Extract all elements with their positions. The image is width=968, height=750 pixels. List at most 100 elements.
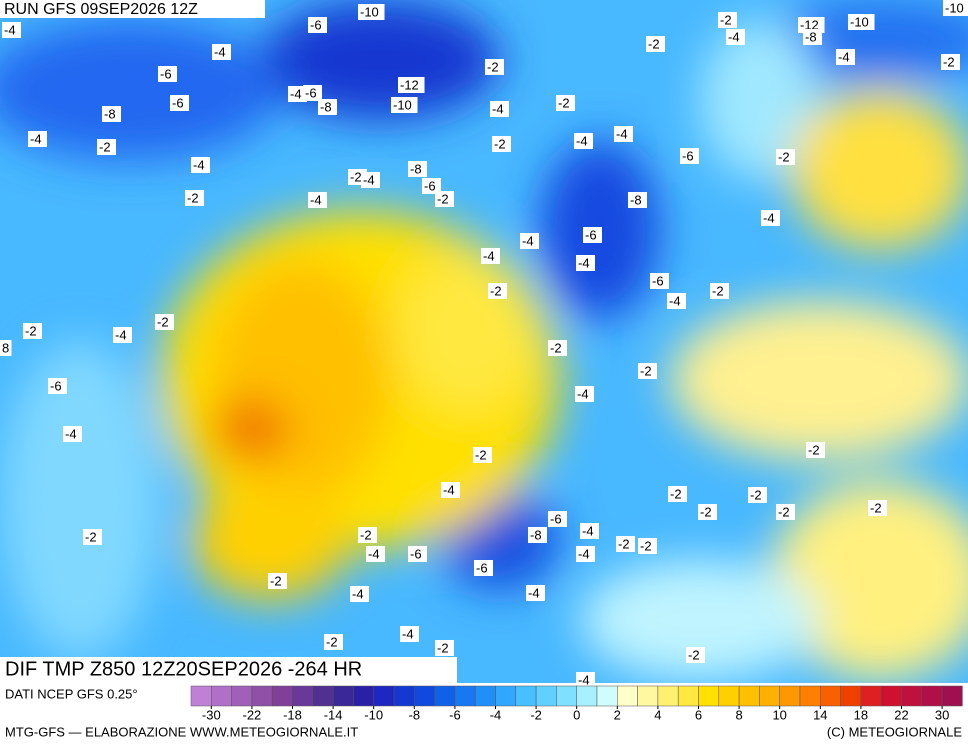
colorbar-tick-label: 4: [654, 707, 661, 722]
contour-label: -6: [550, 511, 562, 526]
contour-label: -6: [305, 85, 317, 100]
label-box: [408, 161, 427, 177]
contour-label: -6: [410, 546, 422, 561]
colorbar-tick-label: 30: [935, 707, 949, 722]
label-box: [435, 191, 454, 207]
contour-label: -2: [360, 527, 372, 542]
contour-label: -4: [193, 157, 205, 172]
label-box: [848, 14, 875, 30]
label-box: [528, 527, 547, 543]
label-box: [575, 386, 594, 402]
label-box: [776, 504, 795, 520]
label-box: [102, 106, 121, 122]
colorbar-tick-label: -18: [283, 707, 302, 722]
label-box: [680, 148, 699, 164]
contour-label: -2: [943, 54, 955, 69]
colorbar-box: [799, 685, 821, 707]
contour-label: -4: [728, 29, 740, 44]
contour-label: -2: [475, 447, 487, 462]
label-box: [0, 340, 12, 356]
label-box: [97, 139, 116, 155]
label-box: [490, 101, 509, 117]
contour-label: -2: [490, 283, 502, 298]
contour-label: -2: [270, 573, 282, 588]
contour-label: -2: [670, 486, 682, 501]
contour-label: -2: [326, 634, 338, 649]
colorbar-box: [211, 685, 232, 707]
map: [0, 0, 968, 683]
colorbar-tick-label: 2: [614, 707, 621, 722]
contour-label: -4: [669, 293, 681, 308]
label-box: [650, 273, 669, 289]
colorbar-tick-label: 10: [772, 707, 786, 722]
contour-label: -10: [850, 14, 869, 29]
contour-label: -4: [363, 172, 375, 187]
contour-label: -10: [360, 4, 379, 19]
colorbar-box: [414, 685, 435, 707]
label-box: [583, 227, 602, 243]
source-label: DATI NCEP GFS 0.25°: [5, 686, 138, 701]
contour-label: -4: [65, 426, 77, 441]
label-box: [868, 500, 887, 516]
colorbar-box: [231, 685, 253, 707]
contour-label: -6: [476, 560, 488, 575]
colorbar-box: [779, 685, 801, 707]
colorbar-tick-label: 8: [735, 707, 742, 722]
colorbar-box: [251, 685, 273, 707]
label-box: [358, 4, 385, 20]
contour-label: -6: [652, 273, 664, 288]
contour-label: -4: [578, 255, 590, 270]
contour-label: -12: [400, 77, 419, 92]
contour-label: -4: [578, 672, 590, 687]
contour-label: -2: [700, 504, 712, 519]
colorbar-tick-label: 0: [573, 707, 580, 722]
colorbar-box: [759, 685, 780, 707]
label-box: [212, 44, 231, 60]
colorbar-box: [677, 685, 699, 707]
label-box: [806, 442, 825, 458]
contour-label: -6: [682, 148, 694, 163]
colorbar-box: [353, 685, 374, 707]
label-box: [63, 426, 82, 442]
contour-label: -4: [483, 248, 495, 263]
contour-label: -4: [115, 327, 127, 342]
label-box: [361, 172, 380, 188]
label-box: [718, 12, 737, 28]
label-box: [350, 586, 369, 602]
contour-label: -4: [582, 523, 594, 538]
colorbar-box: [718, 685, 740, 707]
label-box: [303, 85, 322, 101]
contour-label: -6: [310, 17, 322, 32]
colorbar-box: [698, 685, 720, 707]
contour-label: -2: [187, 190, 199, 205]
label-box: [576, 255, 595, 271]
label-box: [638, 538, 657, 554]
contour-label: -10: [945, 0, 964, 15]
colorbar-tick-label: -10: [364, 707, 383, 722]
contour-label: -12: [800, 17, 819, 32]
colorbar-tick-label: -4: [490, 707, 502, 722]
colorbar-box: [738, 685, 760, 707]
label-box: [308, 17, 327, 33]
label-box: [726, 29, 745, 45]
contour-label: -2: [640, 363, 652, 378]
contour-label: 8: [2, 340, 9, 355]
label-box: [288, 86, 307, 102]
colorbar-box: [637, 685, 659, 707]
colorbar-box: [454, 685, 476, 707]
label-box: [526, 585, 545, 601]
label-box: [686, 647, 705, 663]
colorbar-box: [373, 685, 395, 707]
label-box: [191, 157, 210, 173]
colorbar-box: [292, 685, 314, 707]
colorbar-box: [535, 685, 557, 707]
label-box: [83, 529, 102, 545]
label-box: [580, 523, 599, 539]
label-box: [710, 283, 729, 299]
contour-label: -4: [522, 233, 534, 248]
label-box: [748, 487, 767, 503]
label-box: [185, 190, 204, 206]
label-box: [941, 54, 960, 70]
contour-label: -2: [750, 487, 762, 502]
